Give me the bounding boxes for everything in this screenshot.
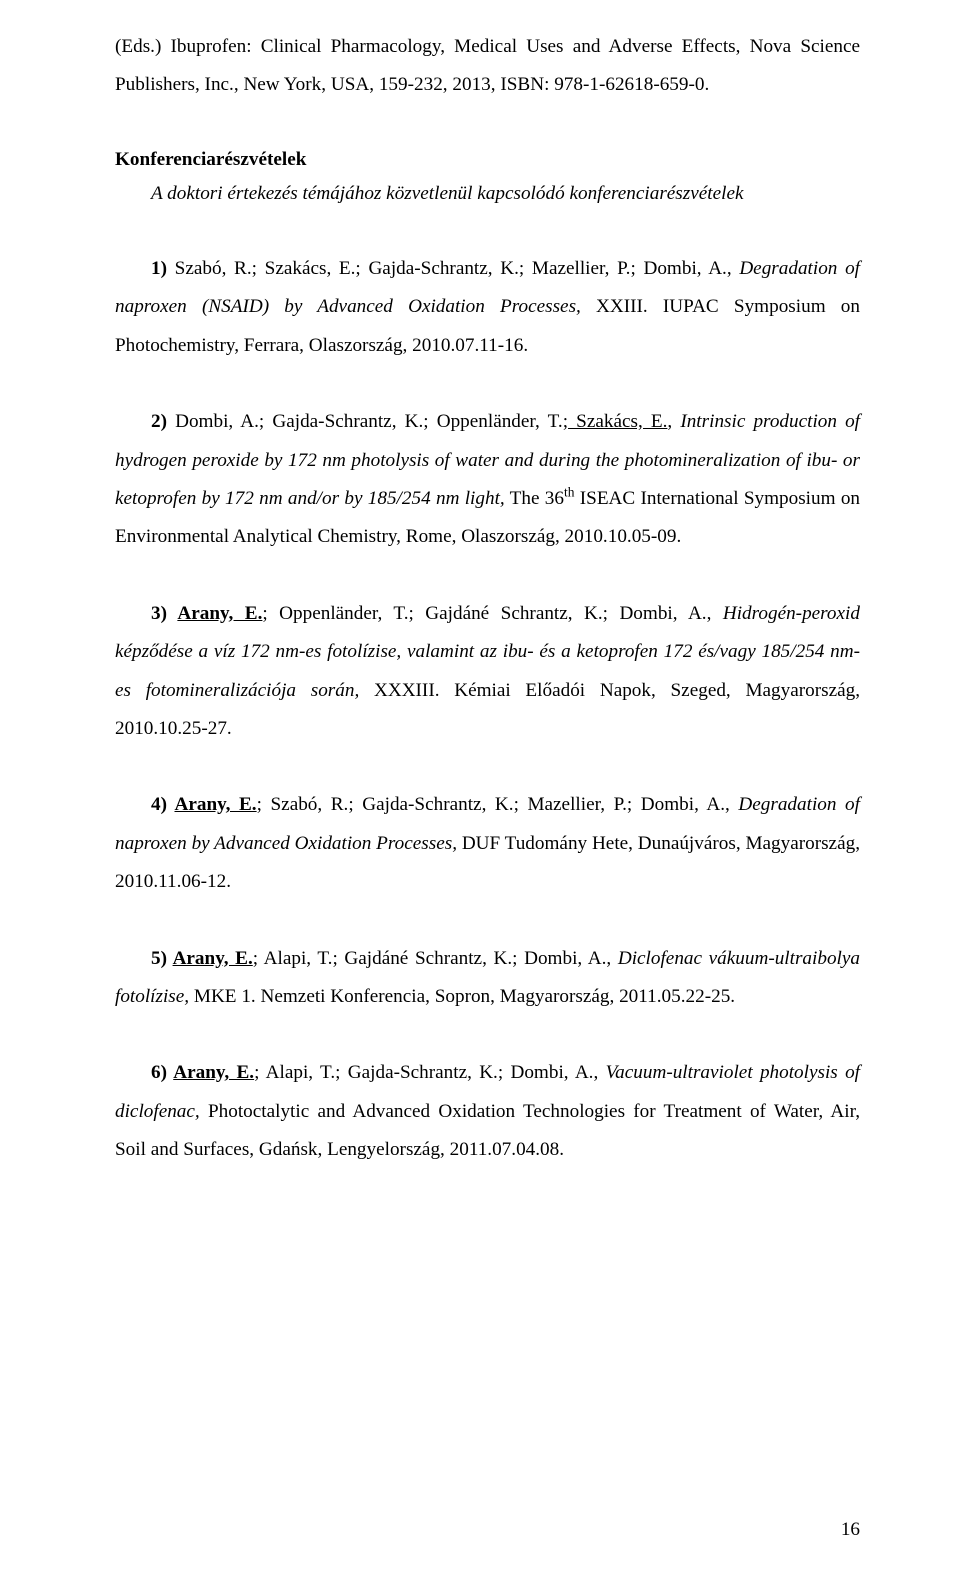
- entry-authors: ; Alapi, T.; Gajda-Schrantz, K.; Dombi, …: [254, 1062, 605, 1083]
- entry-number: 2): [151, 411, 175, 432]
- entry-6: 6) Arany, E.; Alapi, T.; Gajda-Schrantz,…: [115, 1054, 860, 1169]
- entry-author-bold-underline: Arany, E.: [173, 1062, 254, 1083]
- entry-number: 6): [151, 1062, 173, 1083]
- entry-authors: Szabó, R.; Szakács, E.; Gajda-Schrantz, …: [175, 258, 740, 279]
- entry-author-bold-underline: Arany, E.: [174, 794, 256, 815]
- entry-tail: MKE 1. Nemzeti Konferencia, Sopron, Magy…: [189, 986, 735, 1007]
- entry-tail: Photoctalytic and Advanced Oxidation Tec…: [115, 1101, 860, 1160]
- section-heading-italic: A doktori értekezés témájához közvetlenü…: [115, 177, 860, 212]
- entry-tail-sup: th: [564, 485, 574, 500]
- entry-1: 1) Szabó, R.; Szakács, E.; Gajda-Schrant…: [115, 250, 860, 365]
- page-number: 16: [841, 1519, 860, 1541]
- entry-2: 2) Dombi, A.; Gajda-Schrantz, K.; Oppenl…: [115, 403, 860, 557]
- entry-authors: ; Oppenländer, T.; Gajdáné Schrantz, K.;…: [262, 603, 722, 624]
- entry-authors-a: Dombi, A.; Gajda-Schrantz, K.; Oppenländ…: [175, 411, 568, 432]
- entry-author-bold-underline: Arany, E.: [173, 948, 253, 969]
- entry-4: 4) Arany, E.; Szabó, R.; Gajda-Schrantz,…: [115, 786, 860, 901]
- entry-authors: ; Alapi, T.; Gajdáné Schrantz, K.; Dombi…: [253, 948, 618, 969]
- entry-authors-b: ,: [667, 411, 680, 432]
- entry-tail-a: The 36: [505, 488, 564, 509]
- entry-3: 3) Arany, E.; Oppenländer, T.; Gajdáné S…: [115, 595, 860, 749]
- top-fragment-text: (Eds.) Ibuprofen: Clinical Pharmacology,…: [115, 36, 860, 95]
- entry-author-underline: Szakács, E.: [568, 411, 667, 432]
- section-heading-bold: Konferenciarészvételek: [115, 143, 860, 178]
- entry-number: 5): [151, 948, 173, 969]
- entry-number: 1): [151, 258, 175, 279]
- top-fragment-paragraph: (Eds.) Ibuprofen: Clinical Pharmacology,…: [115, 28, 860, 105]
- entry-author-bold-underline: Arany, E.: [177, 603, 262, 624]
- entry-authors: ; Szabó, R.; Gajda-Schrantz, K.; Mazelli…: [257, 794, 739, 815]
- entry-number: 3): [151, 603, 177, 624]
- entry-5: 5) Arany, E.; Alapi, T.; Gajdáné Schrant…: [115, 940, 860, 1017]
- entry-number: 4): [151, 794, 174, 815]
